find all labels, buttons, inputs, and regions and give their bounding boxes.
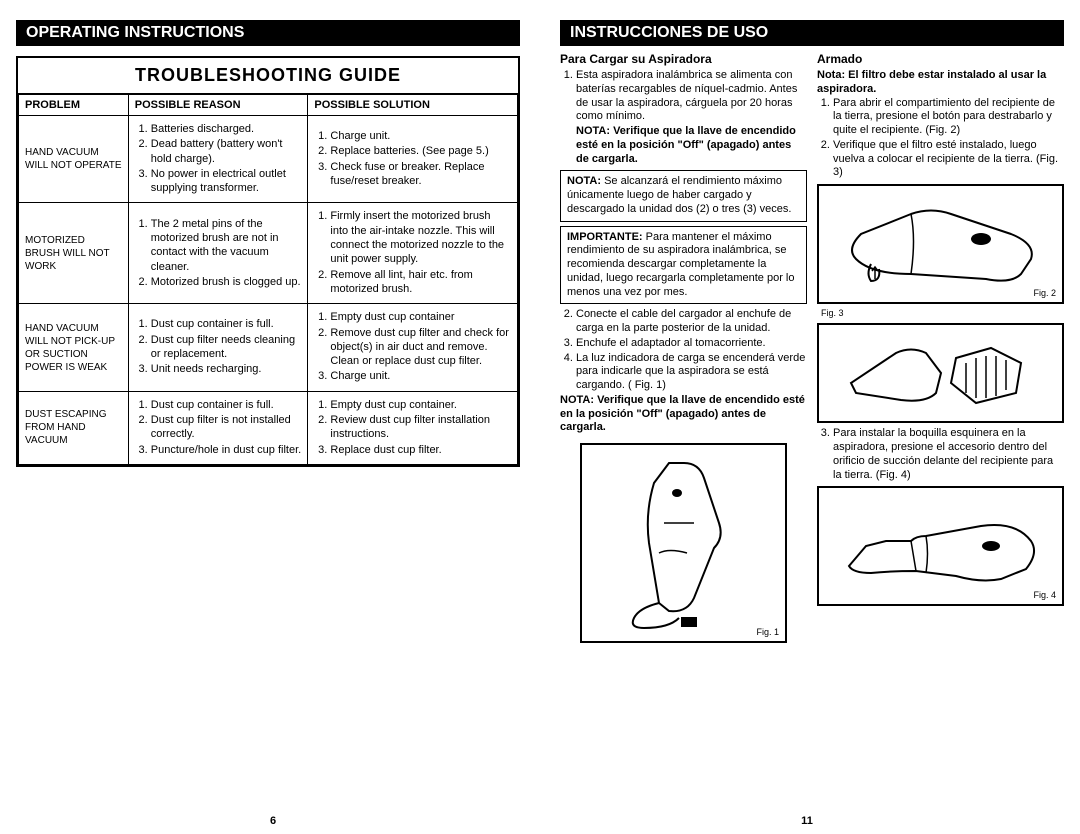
nota-box: NOTA: Se alcanzará el rendimiento máximo…	[560, 170, 807, 221]
troubleshooting-guide: TROUBLESHOOTING GUIDE PROBLEM POSSIBLE R…	[16, 56, 520, 467]
header-left: OPERATING INSTRUCTIONS	[16, 20, 520, 46]
vacuum-charging-icon	[609, 453, 759, 633]
list-item: Empty dust cup container.	[330, 398, 511, 412]
page-number-left: 6	[270, 815, 276, 827]
nota-1: NOTA: Verifique que la llave de encendid…	[576, 125, 807, 166]
list-item: Firmly insert the motorized brush into t…	[330, 209, 511, 266]
right-col-2: Armado Nota: El filtro debe estar instal…	[817, 52, 1064, 643]
vacuum-nozzle-icon	[841, 491, 1041, 601]
list-item: Check fuse or breaker. Replace fuse/rese…	[330, 160, 511, 189]
nota-box-text: Se alcanzará el rendimiento máximo única…	[567, 175, 791, 215]
reason-cell: The 2 metal pins of the motorized brush …	[128, 203, 308, 304]
problem-cell: MOTORIZED BRUSH WILL NOT WORK	[19, 203, 129, 304]
solution-cell: Charge unit.Replace batteries. (See page…	[308, 116, 518, 203]
troubleshooting-table: PROBLEM POSSIBLE REASON POSSIBLE SOLUTIO…	[18, 94, 518, 465]
list-item: Conecte el cable del cargador al enchufe…	[576, 308, 807, 336]
armado-step-3: Para instalar la boquilla esquinera en l…	[833, 427, 1064, 482]
fig3-label: Fig. 3	[821, 308, 1064, 319]
list-item: Dust cup filter is not installed correct…	[151, 413, 302, 442]
list-item: Dead battery (battery won't hold charge)…	[151, 137, 302, 166]
importante-lead: IMPORTANTE:	[567, 231, 643, 243]
fig-4: Fig. 4	[817, 486, 1064, 606]
left-page: OPERATING INSTRUCTIONS TROUBLESHOOTING G…	[16, 20, 530, 824]
col-problem: PROBLEM	[19, 95, 129, 116]
list-item: Verifique que el filtro esté instalado, …	[833, 139, 1064, 180]
list-item: No power in electrical outlet supplying …	[151, 167, 302, 196]
solution-cell: Empty dust cup container.Review dust cup…	[308, 391, 518, 464]
solution-cell: Empty dust cup container Remove dust cup …	[308, 304, 518, 391]
list-item: Puncture/hole in dust cup filter.	[151, 443, 302, 457]
armado-title: Armado	[817, 52, 1064, 67]
fig-3	[817, 323, 1064, 423]
fig-1: Fig. 1	[580, 443, 787, 643]
fig-2: Fig. 2	[817, 184, 1064, 304]
problem-cell: HAND VACUUM WILL NOT PICK-UP OR SUCTION …	[19, 304, 129, 391]
list-item: Batteries discharged.	[151, 122, 302, 136]
solution-cell: Firmly insert the motorized brush into t…	[308, 203, 518, 304]
importante-box: IMPORTANTE: Para mantener el máximo rend…	[560, 226, 807, 305]
list-item: Charge unit.	[330, 369, 511, 383]
armado-subtitle: Nota: El filtro debe estar instalado al …	[817, 69, 1064, 97]
fig4-label: Fig. 4	[1033, 590, 1056, 601]
problem-cell: HAND VACUUM WILL NOT OPERATE	[19, 116, 129, 203]
problem-cell: DUST ESCAPING FROM HAND VACUUM	[19, 391, 129, 464]
vacuum-filter-icon	[841, 328, 1041, 418]
list-item: Motorized brush is clogged up.	[151, 275, 302, 289]
table-row: DUST ESCAPING FROM HAND VACUUMDust cup c…	[19, 391, 518, 464]
list-item: Dust cup filter needs cleaning or replac…	[151, 333, 302, 362]
reason-cell: Dust cup container is full. Dust cup filt…	[128, 304, 308, 391]
list-item: Review dust cup filter installation inst…	[330, 413, 511, 442]
list-item: Dust cup container is full.	[151, 398, 302, 412]
cargar-title: Para Cargar su Aspiradora	[560, 52, 807, 67]
list-item: Remove dust cup filter and check for obj…	[330, 326, 511, 369]
list-item: Para abrir el compartimiento del recipie…	[833, 97, 1064, 138]
list-item: La luz indicadora de carga se encenderá …	[576, 352, 807, 393]
reason-cell: Dust cup container is full.Dust cup filt…	[128, 391, 308, 464]
cargar-step-1: Esta aspiradora inalámbrica se alimenta …	[576, 69, 807, 124]
header-right: INSTRUCCIONES DE USO	[560, 20, 1064, 46]
list-item: Unit needs recharging.	[151, 362, 302, 376]
page-number-right: 11	[801, 815, 813, 827]
list-item: Enchufe el adaptador al tomacorriente.	[576, 337, 807, 351]
list-item: The 2 metal pins of the motorized brush …	[151, 217, 302, 274]
vacuum-open-icon	[841, 189, 1041, 299]
cargar-steps-rest: Conecte el cable del cargador al enchufe…	[560, 308, 807, 393]
armado-steps-a: Para abrir el compartimiento del recipie…	[817, 97, 1064, 181]
armado-step-3-list: Para instalar la boquilla esquinera en l…	[817, 427, 1064, 482]
nota-box-lead: NOTA:	[567, 175, 601, 187]
list-item: Replace batteries. (See page 5.)	[330, 144, 511, 158]
cargar-steps-top: Esta aspiradora inalámbrica se alimenta …	[560, 69, 807, 124]
reason-cell: Batteries discharged.Dead battery (batte…	[128, 116, 308, 203]
table-row: MOTORIZED BRUSH WILL NOT WORK The 2 metal…	[19, 203, 518, 304]
col-reason: POSSIBLE REASON	[128, 95, 308, 116]
table-row: HAND VACUUM WILL NOT OPERATEBatteries di…	[19, 116, 518, 203]
list-item: Remove all lint, hair etc. from motorize…	[330, 268, 511, 297]
list-item: Replace dust cup filter.	[330, 443, 511, 457]
table-row: HAND VACUUM WILL NOT PICK-UP OR SUCTION …	[19, 304, 518, 391]
list-item: Dust cup container is full.	[151, 317, 302, 331]
guide-title: TROUBLESHOOTING GUIDE	[18, 58, 518, 94]
col-solution: POSSIBLE SOLUTION	[308, 95, 518, 116]
list-item: Empty dust cup container	[330, 310, 511, 324]
list-item: Charge unit.	[330, 129, 511, 143]
right-col-1: Para Cargar su Aspiradora Esta aspirador…	[560, 52, 807, 643]
nota-2: NOTA: Verifique que la llave de encendid…	[560, 394, 807, 435]
right-page: INSTRUCCIONES DE USO Para Cargar su Aspi…	[550, 20, 1064, 824]
fig1-label: Fig. 1	[756, 627, 779, 638]
fig2-label: Fig. 2	[1033, 288, 1056, 299]
